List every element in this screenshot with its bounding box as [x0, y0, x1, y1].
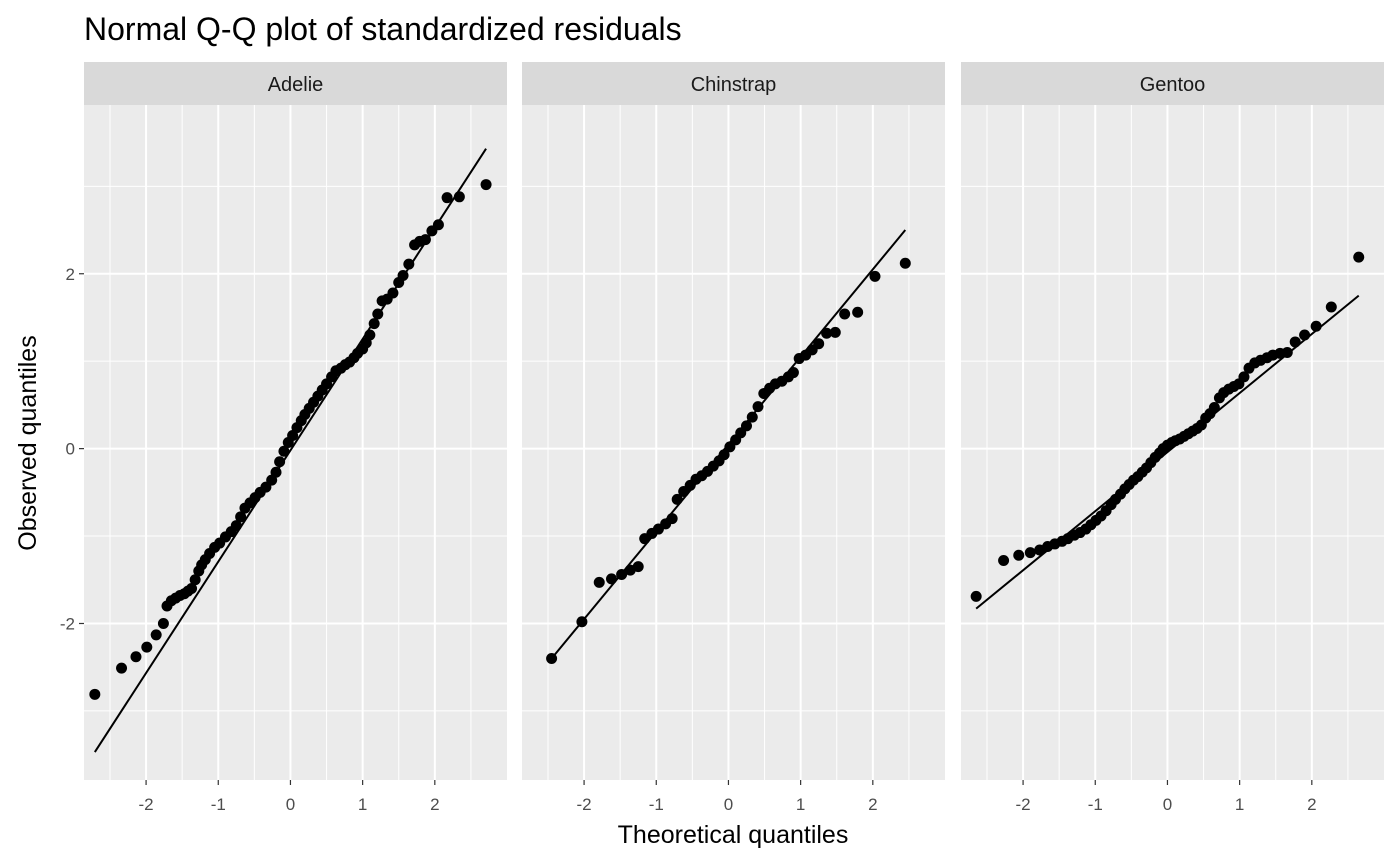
data-point	[278, 445, 290, 457]
data-point	[141, 641, 153, 653]
data-point	[189, 574, 201, 586]
data-point	[1281, 346, 1293, 358]
data-point	[899, 257, 911, 269]
data-point	[480, 179, 492, 191]
facet-strip	[84, 62, 507, 105]
facet-panel-chinstrap: Chinstrap -2 -1 0 1 2	[522, 62, 945, 814]
facets: Adelie -2 -1 0 1 2 -2 0 2 Chinstrap -2 -1 0 1 2 Gentoo -…	[60, 62, 1384, 814]
x-tick-label: -2	[577, 795, 592, 814]
data-point	[230, 520, 242, 532]
x-tick-label: -1	[211, 795, 226, 814]
data-point	[998, 555, 1010, 567]
data-point	[419, 234, 431, 246]
data-point	[632, 561, 644, 573]
reference-line	[975, 294, 1360, 610]
x-tick-label: 0	[724, 795, 733, 814]
x-tick-label: 2	[430, 795, 439, 814]
data-point	[403, 258, 415, 270]
data-point	[1238, 371, 1250, 383]
data-point	[869, 270, 881, 282]
data-point	[852, 306, 864, 318]
x-tick-label: 1	[1235, 795, 1244, 814]
data-point	[372, 308, 384, 320]
reference-line	[93, 148, 487, 753]
data-point	[576, 616, 588, 628]
x-tick-label: 2	[1307, 795, 1316, 814]
x-tick-label: -1	[649, 795, 664, 814]
data-point	[546, 652, 558, 664]
data-point	[1325, 301, 1337, 313]
x-tick-label: -2	[1016, 795, 1031, 814]
facet-panel-gentoo: Gentoo -2 -1 0 1 2	[961, 62, 1384, 814]
facet-strip-label: Gentoo	[1140, 74, 1206, 96]
data-point	[116, 662, 128, 674]
facet-strip	[961, 62, 1384, 105]
y-tick-label: -2	[60, 614, 75, 633]
data-point	[1013, 549, 1025, 561]
data-point	[1208, 402, 1220, 414]
data-point	[718, 449, 730, 461]
data-point	[616, 569, 628, 581]
x-tick-label: -2	[139, 795, 154, 814]
data-point	[839, 308, 851, 320]
x-axis-title: Theoretical quantiles	[618, 821, 849, 849]
y-tick-label: 2	[66, 265, 75, 284]
x-tick-label: 0	[1163, 795, 1172, 814]
data-point	[593, 576, 605, 588]
data-point	[150, 629, 162, 641]
data-point	[387, 287, 399, 299]
data-point	[1289, 336, 1301, 348]
data-point	[813, 338, 825, 350]
data-point	[89, 688, 101, 700]
data-point	[1024, 547, 1036, 559]
data-point	[274, 456, 286, 468]
data-point	[453, 191, 465, 203]
facet-strip-label: Adelie	[268, 74, 324, 96]
x-tick-label: 1	[796, 795, 805, 814]
data-point	[397, 269, 409, 281]
data-point	[432, 219, 444, 231]
data-point	[821, 327, 833, 339]
data-point	[1310, 320, 1322, 332]
data-point	[606, 573, 618, 585]
y-tick-label: 0	[66, 440, 75, 459]
data-point	[746, 411, 758, 423]
y-axis-title: Observed quantiles	[14, 335, 42, 550]
data-point	[235, 511, 247, 523]
x-tick-label: 0	[286, 795, 295, 814]
data-point	[671, 493, 683, 505]
data-point	[752, 401, 764, 413]
data-point	[157, 617, 169, 629]
x-tick-label: 2	[868, 795, 877, 814]
data-point	[186, 583, 198, 595]
x-tick-label: 1	[358, 795, 367, 814]
data-point	[441, 192, 453, 204]
x-tick-label: -1	[1088, 795, 1103, 814]
data-point	[270, 466, 282, 478]
data-point	[1299, 329, 1311, 341]
data-point	[368, 318, 380, 330]
data-point	[1353, 251, 1365, 263]
facet-panel-adelie: Adelie -2 -1 0 1 2 -2 0 2	[60, 62, 507, 814]
data-point	[130, 651, 142, 663]
data-point	[829, 326, 841, 338]
data-point	[787, 367, 799, 379]
chart-title: Normal Q-Q plot of standardized residual…	[84, 11, 682, 47]
facet-strip-label: Chinstrap	[691, 74, 777, 96]
facet-strip	[522, 62, 945, 105]
data-point	[364, 329, 376, 341]
data-point	[740, 420, 752, 432]
data-point	[970, 590, 982, 602]
data-point	[666, 513, 678, 525]
